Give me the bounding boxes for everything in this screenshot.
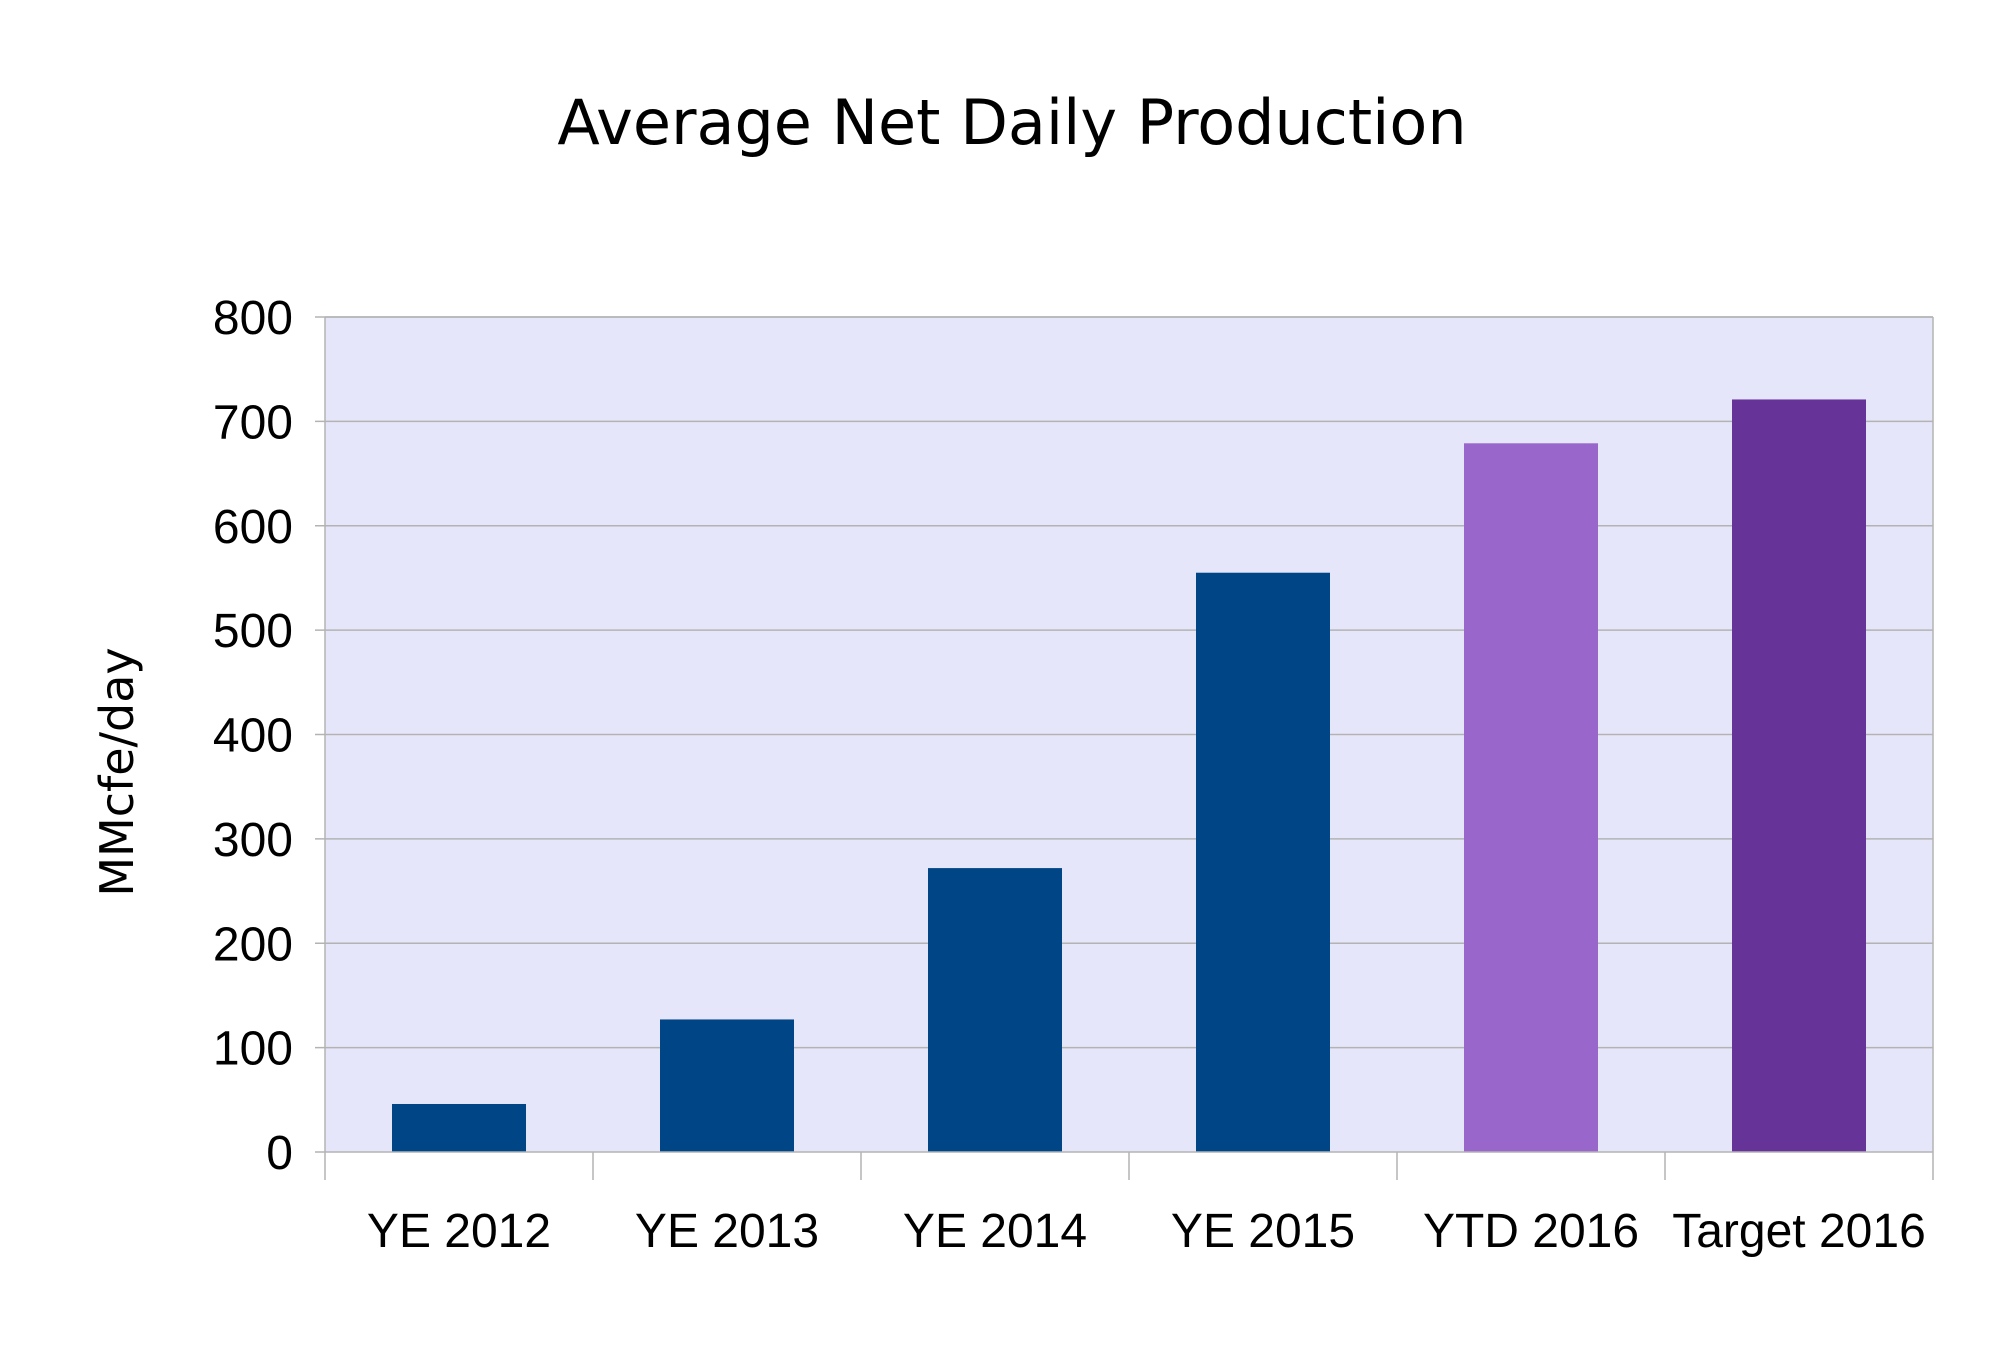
bar-target-2016 [1732, 399, 1866, 1152]
bar-ye-2012 [392, 1103, 526, 1152]
bars [392, 399, 1866, 1152]
y-tick-label: 200 [213, 918, 293, 971]
x-tick-label: YE 2012 [367, 1205, 551, 1258]
y-axis-ticks: 0 100 200 300 400 500 600 700 800 [213, 292, 325, 1180]
bar-ye-2013 [660, 1019, 794, 1152]
x-tick-label: YE 2013 [635, 1205, 819, 1258]
bar-ye-2014 [928, 868, 1062, 1152]
y-tick-label: 0 [266, 1127, 293, 1180]
x-tick-label: YTD 2016 [1423, 1205, 1639, 1258]
y-tick-label: 700 [213, 396, 293, 449]
y-tick-label: 500 [213, 605, 293, 658]
x-tick-label: YE 2014 [903, 1205, 1087, 1258]
bar-ytd-2016 [1464, 443, 1598, 1152]
y-tick-label: 600 [213, 501, 293, 554]
x-tick-label: YE 2015 [1171, 1205, 1355, 1258]
y-tick-label: 400 [213, 710, 293, 763]
y-axis-label: MMcfe/day [90, 647, 144, 896]
y-tick-label: 300 [213, 814, 293, 867]
x-axis-ticks: YE 2012 YE 2013 YE 2014 YE 2015 YTD 2016 Targ… [324, 1152, 1934, 1258]
chart-title: Average Net Daily Production [557, 86, 1466, 159]
y-tick-label: 100 [213, 1023, 293, 1076]
bar-ye-2015 [1196, 572, 1330, 1152]
y-tick-label: 800 [213, 292, 293, 345]
x-tick-label: Target 2016 [1672, 1205, 1926, 1258]
